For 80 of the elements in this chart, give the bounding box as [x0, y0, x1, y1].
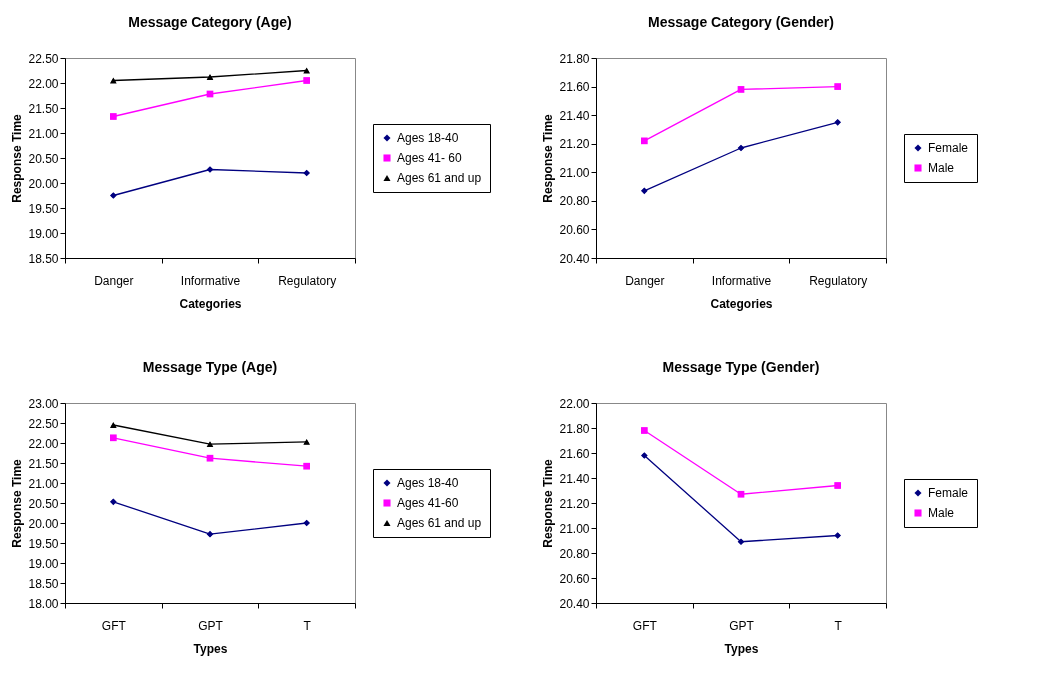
point — [303, 77, 311, 84]
y-tick-label: 21.00 — [28, 126, 59, 141]
x-axis-title: Categories — [710, 296, 773, 311]
x-tick-label: Informative — [711, 273, 772, 288]
x-tick-label: T — [834, 618, 843, 633]
legend-label: Ages 61 and up — [397, 516, 482, 530]
legend-label: Male — [928, 161, 955, 175]
y-tick-label: 21.80 — [559, 51, 590, 66]
y-tick-label: 21.50 — [28, 456, 59, 471]
chart-title: Message Category (Age) — [128, 14, 292, 30]
y-tick-label: 19.50 — [28, 536, 59, 551]
y-tick-label: 20.60 — [559, 571, 590, 586]
y-tick-label: 20.40 — [559, 251, 590, 266]
x-tick-label: T — [303, 618, 312, 633]
y-tick-label: 22.00 — [559, 396, 590, 411]
y-tick-label: 20.00 — [28, 516, 59, 531]
y-tick-label: 19.50 — [28, 201, 59, 216]
x-tick-label: Informative — [180, 273, 241, 288]
point — [109, 422, 117, 428]
y-tick-label: 21.60 — [559, 446, 590, 461]
legend-label: Male — [928, 506, 955, 520]
y-tick-label: 21.00 — [559, 165, 590, 180]
legend-label: Ages 41- 60 — [397, 151, 463, 165]
point — [834, 482, 842, 489]
y-axis-title: Response Time — [541, 113, 556, 203]
y-tick-label: 23.00 — [28, 396, 59, 411]
y-tick-label: 21.40 — [559, 471, 590, 486]
point — [109, 192, 117, 199]
chart-title: Message Type (Gender) — [662, 359, 820, 375]
point — [640, 452, 648, 459]
y-axis-title: Response Time — [10, 113, 25, 203]
y-axis-title: Response Time — [541, 458, 556, 548]
chart-title: Message Category (Gender) — [648, 14, 834, 30]
y-tick-label: 20.60 — [559, 222, 590, 237]
y-tick-label: 22.00 — [28, 76, 59, 91]
point — [640, 427, 648, 434]
legend-label: Ages 61 and up — [397, 171, 482, 185]
y-tick-label: 22.50 — [28, 416, 59, 431]
x-tick-label: GFT — [101, 618, 127, 633]
legend-label: Female — [928, 486, 969, 500]
x-tick-label: Danger — [625, 273, 665, 288]
point — [834, 83, 842, 90]
y-tick-label: 21.40 — [559, 108, 590, 123]
legend-label: Ages 41-60 — [397, 496, 459, 510]
y-tick-label: 20.00 — [28, 176, 59, 191]
point — [834, 532, 842, 539]
y-tick-label: 21.00 — [28, 476, 59, 491]
y-tick-label: 21.00 — [559, 521, 590, 536]
x-axis-title: Categories — [179, 296, 242, 311]
x-tick-label: GPT — [729, 618, 755, 633]
legend-label: Ages 18-40 — [397, 131, 459, 145]
x-tick-label: GFT — [632, 618, 658, 633]
y-tick-label: 20.40 — [559, 596, 590, 611]
y-axis-title: Response Time — [10, 458, 25, 548]
y-tick-label: 20.80 — [559, 194, 590, 209]
x-tick-label: Danger — [94, 273, 134, 288]
y-tick-label: 21.50 — [28, 101, 59, 116]
y-tick-label: 19.00 — [28, 556, 59, 571]
y-tick-label: 21.60 — [559, 80, 590, 95]
y-tick-label: 20.50 — [28, 496, 59, 511]
chart-title: Message Type (Age) — [142, 359, 278, 375]
x-tick-label: GPT — [198, 618, 224, 633]
x-axis-title: Types — [724, 641, 759, 656]
x-tick-label: Regulatory — [809, 273, 868, 288]
y-tick-label: 20.50 — [28, 151, 59, 166]
legend-label: Female — [928, 141, 969, 155]
y-tick-label: 18.00 — [28, 596, 59, 611]
y-tick-label: 21.20 — [559, 137, 590, 152]
y-tick-label: 21.80 — [559, 421, 590, 436]
y-tick-label: 18.50 — [28, 576, 59, 591]
y-tick-label: 21.20 — [559, 496, 590, 511]
y-tick-label: 19.00 — [28, 226, 59, 241]
legend-label: Ages 18-40 — [397, 476, 459, 490]
x-tick-label: Regulatory — [278, 273, 337, 288]
point — [109, 113, 117, 120]
x-axis-title: Types — [193, 641, 228, 656]
y-tick-label: 20.80 — [559, 546, 590, 561]
y-tick-label: 18.50 — [28, 251, 59, 266]
y-tick-label: 22.50 — [28, 51, 59, 66]
y-tick-label: 22.00 — [28, 436, 59, 451]
